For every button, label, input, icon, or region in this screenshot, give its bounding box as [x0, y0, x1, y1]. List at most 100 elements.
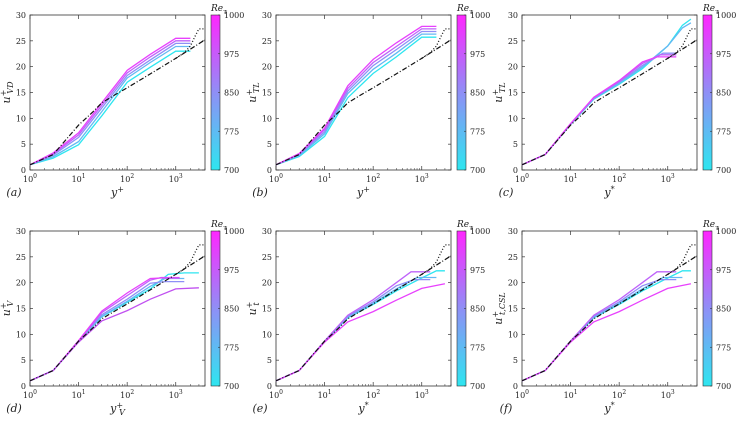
x-axis-label: y+: [356, 185, 370, 199]
y-tick-label: 5: [21, 140, 26, 149]
reference-dotted-line: [175, 28, 205, 59]
x-tick-label: 102: [120, 389, 134, 400]
reference-dotted-line: [667, 244, 697, 275]
y-tick-label: 15: [262, 89, 272, 98]
series-line-4: [30, 276, 180, 382]
y-tick-label: 0: [21, 382, 26, 391]
colorbar-tick-label: 975: [224, 50, 239, 59]
series-line-3: [30, 42, 191, 166]
x-tick-label: 100: [515, 389, 529, 400]
series-line-1: [276, 270, 445, 382]
series-line-1: [30, 50, 191, 166]
y-axis-label: u+TL: [491, 82, 507, 102]
panel-label: (c): [499, 186, 514, 199]
reference-dashdot-line: [276, 255, 451, 382]
colorbar-tick-label: 975: [224, 266, 239, 275]
y-tick-label: 15: [508, 305, 518, 314]
y-tick-label: 25: [262, 37, 272, 46]
y-tick-label: 5: [513, 140, 518, 149]
series-line-3: [30, 280, 185, 382]
reference-dashdot-line: [276, 39, 451, 166]
y-tick-label: 10: [508, 330, 518, 339]
y-tick-label: 10: [262, 330, 272, 339]
y-tick-label: 30: [262, 227, 272, 236]
colorbar-tick-label: 1000: [224, 227, 244, 236]
plot-frame: [521, 14, 698, 171]
colorbar-tick-label: 775: [224, 343, 239, 352]
y-tick-label: 0: [513, 166, 518, 175]
series-line-2: [276, 33, 437, 166]
series-line-4: [30, 40, 191, 166]
series-line-5: [522, 283, 692, 382]
colorbar-tick-label: 700: [224, 382, 239, 391]
reference-dashdot-line: [522, 39, 697, 166]
x-axis-label: y*: [603, 401, 614, 415]
series-line-1: [276, 36, 437, 166]
y-tick-label: 20: [16, 279, 26, 288]
series-line-5: [522, 56, 677, 166]
colorbar-tick-label: 700: [224, 166, 239, 175]
colorbar-tick-label: 775: [470, 343, 485, 352]
y-tick-label: 0: [513, 382, 518, 391]
y-tick-label: 10: [262, 114, 272, 123]
colorbar-title: Reτ: [210, 220, 227, 232]
series-line-1: [522, 18, 692, 166]
colorbar-title: Reτ: [702, 4, 719, 16]
colorbar-tick-label: 775: [224, 127, 239, 136]
reference-dotted-line: [175, 244, 205, 275]
x-axis-label: y*: [603, 185, 614, 199]
colorbar-title: Reτ: [456, 4, 473, 16]
reference-dotted-line: [421, 28, 451, 59]
colorbar: Reτ 700 775 850 975 1000: [702, 220, 736, 391]
colorbar: Reτ 700 775 850 975 1000: [456, 220, 490, 391]
colorbar-tick-label: 850: [470, 89, 485, 98]
colorbar: Reτ 700 775 850 975 1000: [210, 220, 244, 391]
colorbar-tick-label: 700: [470, 382, 485, 391]
panel-e: 0 5 10 15 20 25 30 100 101 102 103 u+t y* (e) Reτ 700 77…: [245, 220, 490, 415]
x-axis-label: y+ V: [109, 401, 126, 417]
plot-frame: [275, 14, 452, 171]
colorbar-tick-label: 850: [224, 89, 239, 98]
x-tick-label: 101: [318, 173, 332, 184]
y-tick-label: 0: [21, 166, 26, 175]
x-tick-label: 103: [169, 173, 183, 184]
series-line-4: [276, 28, 437, 166]
y-axis-label: u+TL: [245, 82, 261, 102]
series-line-1: [522, 270, 691, 382]
reference-dashdot-line: [30, 39, 205, 166]
colorbar-tick-label: 775: [716, 127, 731, 136]
panel-label: (a): [6, 186, 21, 199]
colorbar-tick-label: 975: [470, 266, 485, 275]
colorbar: Reτ 700 775 850 975 1000: [210, 4, 244, 175]
y-tick-label: 30: [16, 11, 26, 20]
y-axis-label: u+V: [0, 299, 15, 316]
y-tick-label: 5: [21, 356, 26, 365]
x-tick-label: 103: [415, 173, 429, 184]
x-tick-label: 102: [366, 173, 380, 184]
y-tick-label: 5: [267, 356, 272, 365]
x-axis-label: y*: [357, 401, 368, 415]
x-tick-label: 100: [23, 389, 37, 400]
y-tick-label: 15: [16, 305, 26, 314]
series-line-5: [30, 277, 180, 382]
series-line-2: [30, 277, 185, 382]
series-line-4: [276, 271, 431, 382]
y-tick-label: 30: [508, 11, 518, 20]
colorbar-tick-label: 975: [716, 266, 731, 275]
y-tick-label: 20: [508, 63, 518, 72]
y-tick-label: 25: [508, 37, 518, 46]
x-tick-label: 103: [415, 389, 429, 400]
series-line-5: [276, 283, 446, 382]
x-tick-label: 100: [23, 173, 37, 184]
y-tick-label: 20: [262, 63, 272, 72]
colorbar-tick-label: 1000: [716, 227, 736, 236]
x-tick-label: 102: [366, 389, 380, 400]
series-line-2: [522, 22, 692, 166]
panel-c: 0 5 10 15 20 25 30 100 101 102 103 u+TL y* (c) Reτ 700 7…: [491, 4, 736, 199]
colorbar-tick-label: 850: [716, 305, 731, 314]
panel-label: (e): [252, 402, 267, 415]
colorbar-title: Reτ: [456, 220, 473, 232]
panel-label: (f): [500, 402, 513, 415]
colorbar-tick-label: 850: [224, 305, 239, 314]
